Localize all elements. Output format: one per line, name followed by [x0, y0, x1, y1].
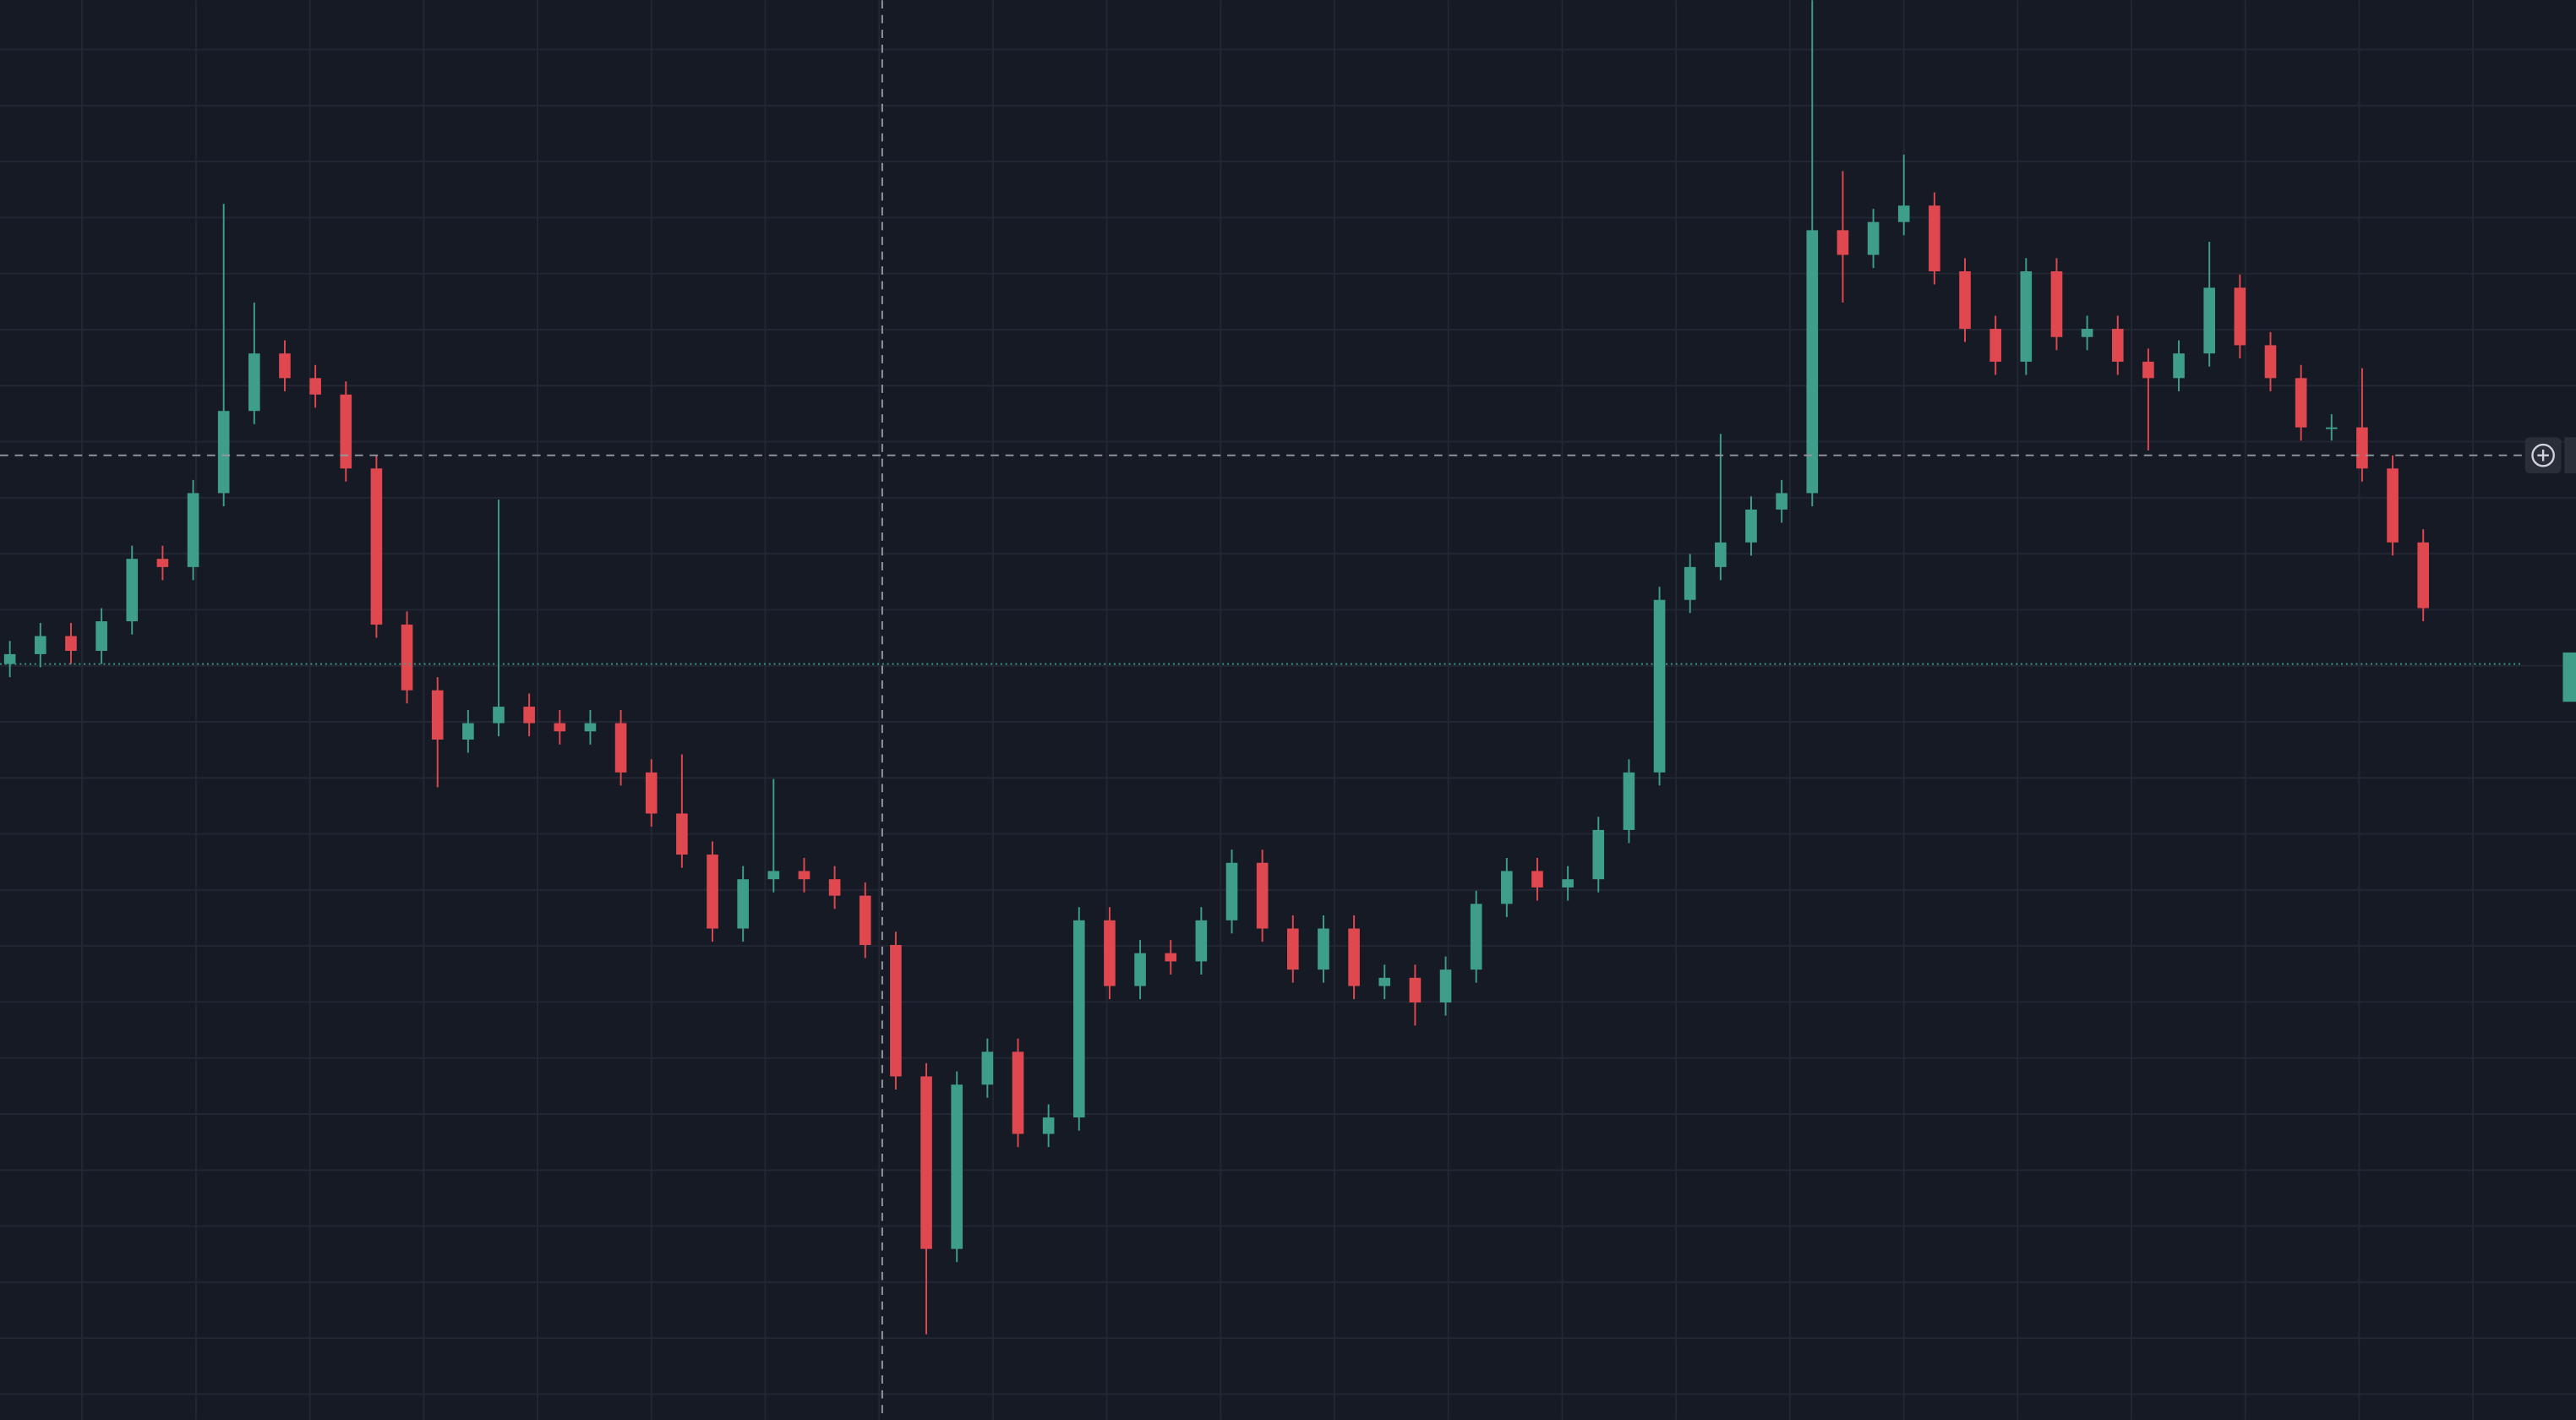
- candle-body: [2417, 542, 2430, 609]
- candle-body: [340, 394, 352, 469]
- candle-body: [554, 723, 566, 732]
- candle-body: [1439, 969, 1452, 1003]
- candle-body: [1745, 509, 1757, 543]
- add-button[interactable]: [2524, 437, 2562, 474]
- candle-body: [2325, 427, 2338, 429]
- candle-body: [1287, 928, 1299, 970]
- candle-body: [462, 723, 474, 740]
- candle-body: [951, 1084, 963, 1249]
- candle-body: [431, 690, 444, 740]
- candle-body: [217, 411, 230, 494]
- candle-body: [1501, 871, 1513, 904]
- candle-body: [523, 707, 535, 724]
- candle-body: [126, 559, 139, 622]
- candle-body: [1072, 920, 1085, 1118]
- candle-body: [309, 378, 321, 395]
- candle-body: [1715, 542, 1727, 567]
- candle-body: [96, 621, 107, 652]
- candle-body: [1806, 230, 1819, 494]
- candle-body: [2234, 287, 2246, 346]
- candle-body: [1776, 493, 1787, 510]
- candle-body: [1165, 953, 1177, 962]
- candle-body: [370, 468, 383, 625]
- candle-body: [1470, 904, 1482, 970]
- candle-body: [156, 559, 169, 567]
- candle-body: [2264, 345, 2277, 379]
- candle-body: [614, 723, 627, 773]
- candle-body: [3, 653, 16, 664]
- candle-body: [1225, 862, 1238, 920]
- candle-body: [1378, 977, 1391, 986]
- candle-body: [187, 493, 199, 567]
- candle-body: [1623, 772, 1635, 830]
- axis-edge: [2564, 437, 2576, 474]
- candle-body: [2356, 427, 2368, 469]
- candle-body: [2020, 270, 2033, 362]
- candle-body: [1592, 829, 1605, 880]
- candle-body: [584, 723, 597, 732]
- candle-body: [1256, 862, 1269, 929]
- candle-body: [798, 871, 810, 880]
- candle-body: [2173, 353, 2185, 379]
- candle-body: [890, 944, 902, 1077]
- candle-body: [1653, 599, 1666, 773]
- candle-body: [2081, 329, 2093, 337]
- candle-body: [493, 707, 505, 724]
- candle-body: [1409, 977, 1422, 1003]
- candle-body: [707, 855, 718, 929]
- candle-body: [1195, 920, 1208, 962]
- candle-body: [65, 636, 77, 652]
- candle-body: [1348, 928, 1360, 986]
- candle-body: [1867, 221, 1880, 255]
- candle-body: [2111, 329, 2124, 362]
- candle-body: [981, 1051, 994, 1085]
- candle-body: [1897, 205, 1910, 222]
- candle-body: [2387, 468, 2399, 543]
- candle-body: [1318, 928, 1329, 970]
- candle-body: [401, 624, 413, 691]
- candle-body: [2050, 270, 2063, 337]
- candles: [3, 0, 2430, 1335]
- candle-body: [920, 1076, 932, 1249]
- candle-body: [279, 353, 291, 379]
- candle-body: [1959, 270, 1971, 330]
- candle-body: [2142, 361, 2154, 379]
- candle-body: [1134, 953, 1146, 986]
- candle-body: [1836, 230, 1849, 255]
- candle-body: [2203, 287, 2215, 354]
- candle-body: [859, 895, 871, 945]
- candle-body: [1684, 566, 1696, 600]
- candle-body: [1012, 1051, 1024, 1134]
- candle-body: [35, 636, 46, 654]
- candle-body: [1104, 920, 1116, 986]
- candle-body: [676, 813, 688, 855]
- candle-body: [2295, 378, 2307, 428]
- candle-body: [828, 879, 841, 896]
- price-marker: [2562, 652, 2576, 702]
- candle-body: [767, 871, 780, 880]
- candle-body: [1989, 329, 2001, 362]
- candle-body: [248, 353, 260, 412]
- candle-body: [1531, 871, 1543, 888]
- candle-body: [645, 772, 658, 814]
- candle-body: [1929, 205, 1940, 271]
- candle-body: [1562, 879, 1574, 888]
- candle-body: [1042, 1117, 1055, 1134]
- candle-body: [737, 879, 749, 929]
